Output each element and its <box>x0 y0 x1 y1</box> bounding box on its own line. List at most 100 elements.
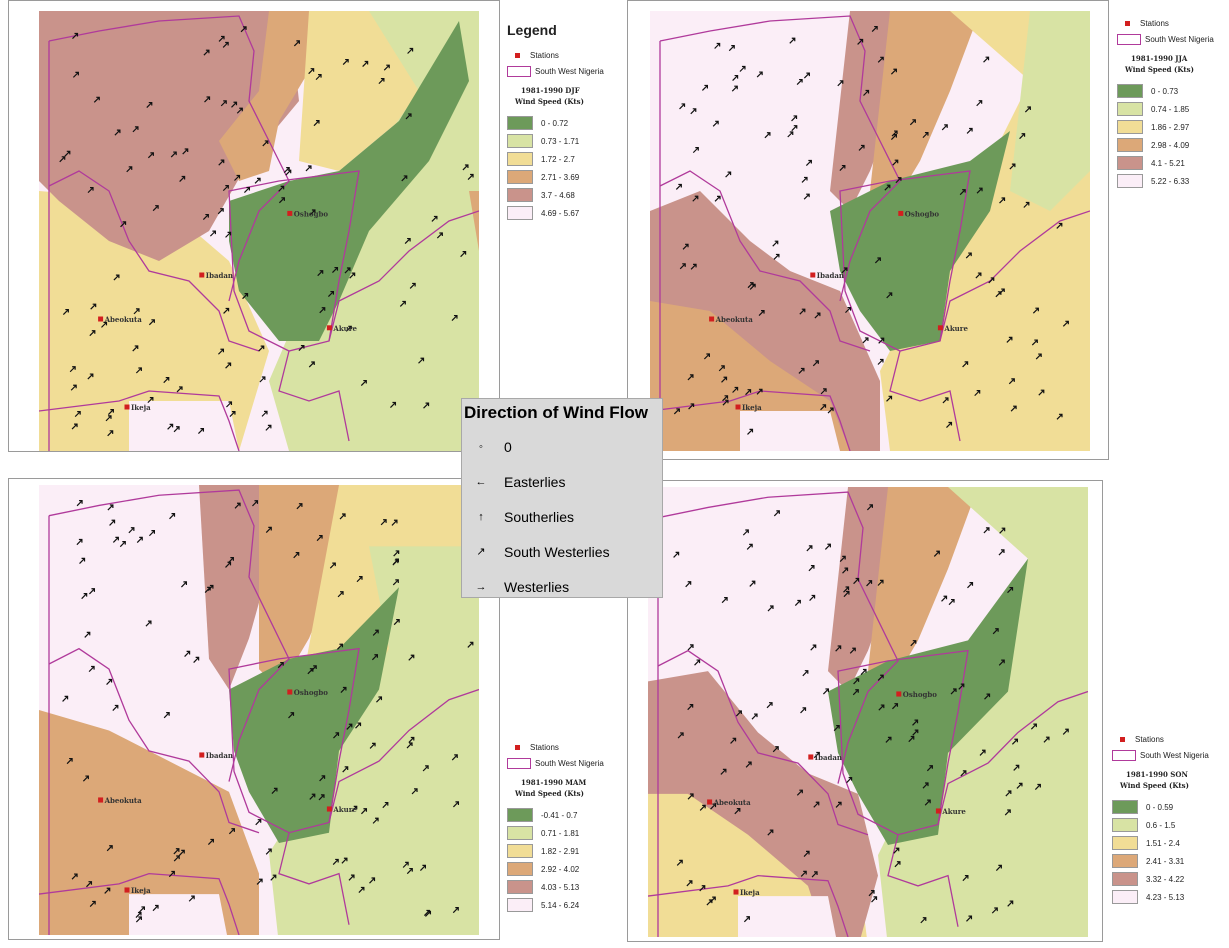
state-boundary <box>39 872 240 935</box>
wind-arrow-icon <box>874 257 881 264</box>
wind-arrow-icon <box>423 909 430 916</box>
wind-arrow-icon <box>308 361 315 368</box>
wind-arrow-icon <box>725 171 732 178</box>
legend-class-row: 4.03 - 5.13 <box>507 878 617 896</box>
wind-arrow-icon <box>1062 320 1069 327</box>
wind-speed-map-jja: Oshogbo Ibadan Abeokuta Akure Ikeja <box>650 11 1090 451</box>
wind-legend-item: ◦ 0 <box>462 429 662 464</box>
wind-arrow-icon <box>893 847 900 854</box>
wind-arrow-icon <box>1009 163 1016 170</box>
wind-arrow-icon <box>734 808 741 815</box>
wind-arrow-icon <box>106 678 113 685</box>
station-marker <box>199 272 205 278</box>
legend-class-row: 1.51 - 2.4 <box>1112 834 1224 852</box>
wind-arrow-icon <box>809 594 816 601</box>
wind-arrow-icon <box>773 253 780 260</box>
wind-arrow-icon <box>694 659 701 666</box>
wind-arrow-icon <box>835 645 842 652</box>
wind-arrow-icon <box>135 911 142 919</box>
wind-arrow-icon <box>74 411 81 418</box>
wind-arrow-icon <box>808 565 815 572</box>
wind-arrow-icon <box>315 74 322 81</box>
wind-speed-zone <box>830 131 1010 351</box>
wind-arrow-icon <box>380 519 387 526</box>
wind-arrow-icon <box>998 659 1005 666</box>
wind-arrow-icon <box>79 557 86 564</box>
wind-arrow-icon <box>950 688 957 695</box>
wind-arrow-icon <box>687 374 694 381</box>
wind-arrow-icon <box>800 707 807 714</box>
wind-arrow-icon <box>451 314 458 322</box>
wind-arrow-icon <box>217 208 224 215</box>
station-marker <box>124 887 130 893</box>
wind-arrow-icon <box>676 859 683 866</box>
wind-arrow-icon <box>204 586 211 593</box>
wind-arrow-icon <box>959 189 966 196</box>
wind-arrow-icon <box>89 900 96 907</box>
wind-arrow-icon <box>313 120 320 127</box>
wind-arrow-icon <box>309 209 316 216</box>
station-marker <box>898 210 904 216</box>
wind-arrow-icon <box>811 871 818 878</box>
station-label: Ibadan <box>817 271 844 280</box>
stations-label: Stations <box>1140 18 1169 28</box>
wind-arrow-icon <box>714 42 721 49</box>
wind-arrow-icon <box>756 71 763 78</box>
legend-swatch <box>507 188 533 202</box>
wind-arrow-icon <box>794 599 801 607</box>
wind-arrow-icon <box>202 213 209 221</box>
wind-arrow-icon <box>393 550 400 557</box>
wind-arrow-icon <box>966 127 973 134</box>
wind-arrow-icon <box>298 344 305 352</box>
wind-arrow-icon <box>218 35 225 42</box>
state-boundary <box>889 350 961 442</box>
wind-arrow-icon <box>967 582 974 589</box>
wind-arrow-icon <box>675 183 682 190</box>
wind-arrow-icon <box>912 719 919 726</box>
wind-legend-label: Southerlies <box>504 508 575 525</box>
wind-arrow-icon <box>220 100 227 107</box>
wind-arrow-icon <box>732 74 739 82</box>
wind-arrow-icon <box>369 742 376 749</box>
wind-arrow-icon <box>860 668 867 676</box>
wind-arrow-icon <box>820 388 827 395</box>
wind-arrow-icon <box>791 115 798 122</box>
wind-arrow-icon <box>800 870 807 877</box>
legend-class-row: 3.7 - 4.68 <box>507 186 617 204</box>
wind-arrow-icon <box>184 650 191 657</box>
wind-arrow-icon <box>399 300 406 307</box>
wind-arrow-icon <box>995 864 1002 871</box>
wind-arrow-icon <box>113 274 120 281</box>
wind-arrow-icon <box>228 828 235 835</box>
wind-arrow-icon <box>227 557 234 564</box>
legend-swatch <box>507 206 533 220</box>
wind-legend-item: ↑ Southerlies <box>462 499 662 534</box>
wind-arrow-icon <box>404 237 411 244</box>
wind-arrow-icon <box>84 631 91 638</box>
wind-arrow-icon <box>682 243 689 250</box>
wind-arrow-icon <box>109 519 116 526</box>
legend-mam: Stations South West Nigeria 1981-1990 MA… <box>507 740 617 914</box>
legend-swatch <box>1112 854 1138 868</box>
wind-arrow-icon <box>789 37 796 44</box>
wind-arrow-icon <box>837 80 844 87</box>
legend-swatch <box>1117 120 1143 134</box>
wind-arrow-icon <box>1008 378 1015 385</box>
wind-arrow-icon <box>278 185 285 192</box>
wind-speed-zone <box>868 487 978 692</box>
wind-arrow-icon <box>135 367 142 374</box>
wind-arrow-icon <box>747 428 754 435</box>
station-label: Ibadan <box>815 753 842 762</box>
wind-arrow-icon <box>255 819 262 826</box>
wind-legend-item: → Westerlies <box>462 569 662 604</box>
arrow-north-icon: ↑ <box>478 510 484 523</box>
wind-speed-zone <box>738 896 837 937</box>
wind-arrow-icon <box>686 880 693 887</box>
boundary-symbol-icon <box>1112 749 1136 761</box>
wind-arrow-icon <box>992 628 999 635</box>
wind-arrow-icon <box>926 765 933 772</box>
state-boundary <box>278 832 350 925</box>
wind-arrow-icon <box>845 307 852 314</box>
legend-class-row: 2.92 - 4.02 <box>507 860 617 878</box>
legend-stations-entry: Stations <box>1117 16 1227 30</box>
